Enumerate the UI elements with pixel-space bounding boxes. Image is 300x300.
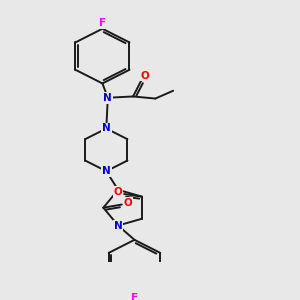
Text: N: N xyxy=(103,93,112,103)
Text: F: F xyxy=(131,293,138,300)
Text: O: O xyxy=(114,187,123,197)
Text: O: O xyxy=(123,198,132,208)
Text: N: N xyxy=(102,124,111,134)
Text: N: N xyxy=(114,220,122,230)
Text: N: N xyxy=(102,166,111,176)
Text: F: F xyxy=(99,18,106,28)
Text: O: O xyxy=(141,70,149,81)
